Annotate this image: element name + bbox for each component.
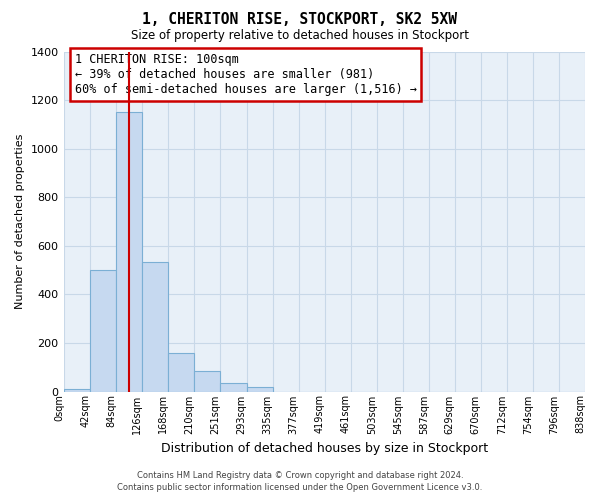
- Text: 1 CHERITON RISE: 100sqm
← 39% of detached houses are smaller (981)
60% of semi-d: 1 CHERITON RISE: 100sqm ← 39% of detache…: [74, 53, 416, 96]
- X-axis label: Distribution of detached houses by size in Stockport: Distribution of detached houses by size …: [161, 442, 488, 455]
- Bar: [169, 352, 194, 392]
- Y-axis label: Number of detached properties: Number of detached properties: [15, 134, 25, 309]
- Text: Contains HM Land Registry data © Crown copyright and database right 2024.
Contai: Contains HM Land Registry data © Crown c…: [118, 471, 482, 492]
- Bar: [64, 389, 90, 392]
- Text: 1, CHERITON RISE, STOCKPORT, SK2 5XW: 1, CHERITON RISE, STOCKPORT, SK2 5XW: [143, 12, 458, 28]
- Bar: [247, 386, 272, 392]
- Bar: [90, 270, 116, 392]
- Bar: [116, 112, 142, 392]
- Bar: [194, 371, 220, 392]
- Bar: [142, 262, 169, 392]
- Text: Size of property relative to detached houses in Stockport: Size of property relative to detached ho…: [131, 29, 469, 42]
- Bar: [220, 383, 247, 392]
